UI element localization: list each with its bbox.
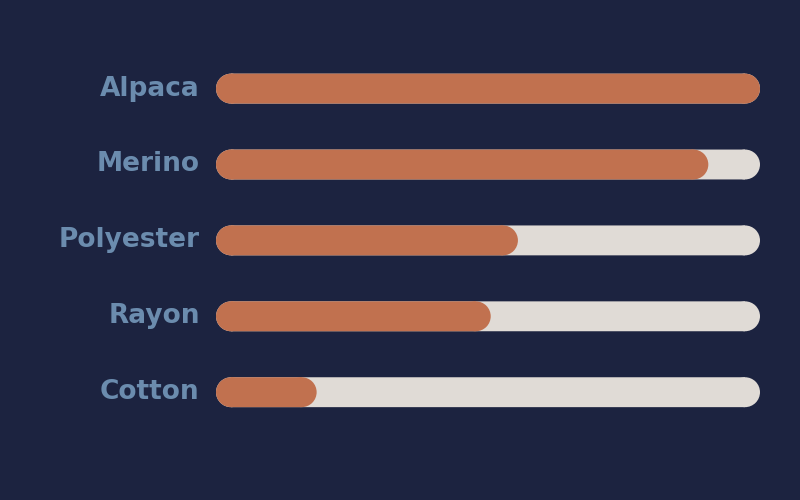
Ellipse shape <box>216 302 246 331</box>
Text: Alpaca: Alpaca <box>100 76 200 102</box>
FancyBboxPatch shape <box>231 150 745 180</box>
Text: Merino: Merino <box>97 152 200 178</box>
Ellipse shape <box>286 377 317 407</box>
FancyBboxPatch shape <box>231 226 503 256</box>
FancyBboxPatch shape <box>231 377 745 407</box>
FancyBboxPatch shape <box>231 226 745 256</box>
Ellipse shape <box>216 302 246 331</box>
Ellipse shape <box>488 226 518 256</box>
Ellipse shape <box>216 150 246 180</box>
Ellipse shape <box>730 150 760 180</box>
Ellipse shape <box>216 226 246 256</box>
Ellipse shape <box>216 150 246 180</box>
Text: Polyester: Polyester <box>58 228 200 254</box>
Ellipse shape <box>216 377 246 407</box>
Ellipse shape <box>730 226 760 256</box>
Ellipse shape <box>461 302 490 331</box>
Ellipse shape <box>216 74 246 104</box>
Ellipse shape <box>216 377 246 407</box>
FancyBboxPatch shape <box>231 150 694 180</box>
FancyBboxPatch shape <box>231 377 302 407</box>
Ellipse shape <box>678 150 708 180</box>
FancyBboxPatch shape <box>231 302 745 331</box>
Ellipse shape <box>730 74 760 104</box>
Ellipse shape <box>216 226 246 256</box>
FancyBboxPatch shape <box>231 302 476 331</box>
Ellipse shape <box>730 74 760 104</box>
Text: Rayon: Rayon <box>108 304 200 330</box>
Ellipse shape <box>730 302 760 331</box>
FancyBboxPatch shape <box>231 74 745 104</box>
Ellipse shape <box>216 74 246 104</box>
Text: Cotton: Cotton <box>100 379 200 405</box>
FancyBboxPatch shape <box>231 74 745 104</box>
Ellipse shape <box>730 377 760 407</box>
